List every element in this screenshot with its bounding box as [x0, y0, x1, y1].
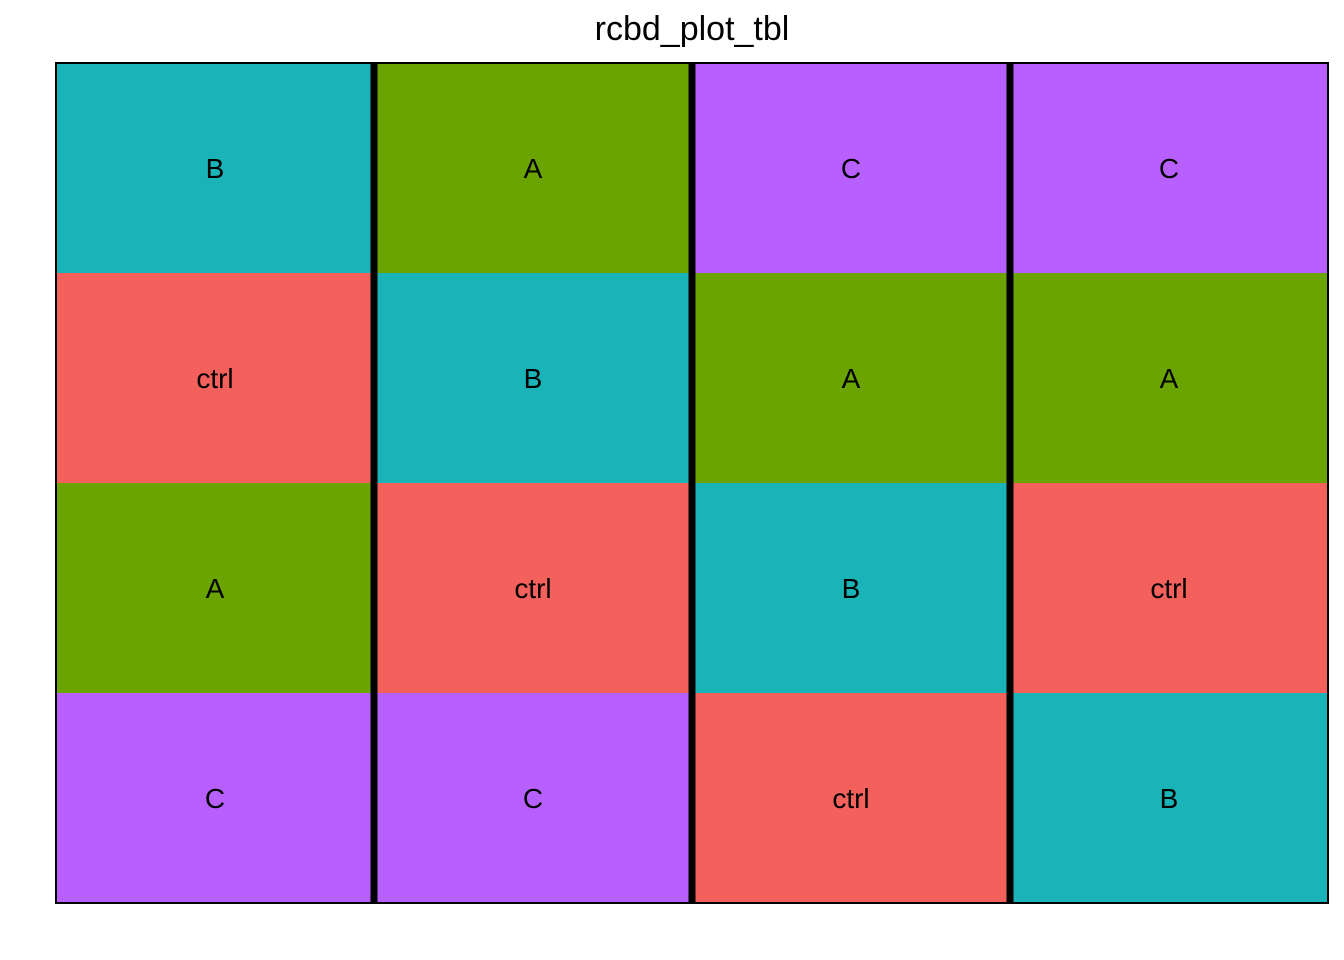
plot-cell-block3-row4	[692, 693, 1011, 904]
cell-label-block1-row4: C	[205, 783, 225, 814]
cell-label-block2-row4: C	[523, 783, 543, 814]
plot-cell-block4-row1	[1010, 63, 1329, 274]
plot-cell-block4-row4	[1010, 693, 1329, 904]
cell-label-block4-row1: C	[1159, 153, 1179, 184]
cell-label-block4-row4: B	[1160, 783, 1179, 814]
plot-cells	[56, 63, 1329, 904]
block-dividers	[55, 62, 1329, 904]
chart-title: rcbd_plot_tbl	[595, 10, 790, 48]
cell-label-block1-row1: B	[206, 153, 225, 184]
cell-label-block1-row2: ctrl	[196, 363, 233, 394]
plot-cell-block4-row3	[1010, 483, 1329, 694]
plot-cell-block2-row2	[374, 273, 693, 484]
plot-cell-block4-row2	[1010, 273, 1329, 484]
cell-label-block3-row1: C	[841, 153, 861, 184]
cell-label-block4-row2: A	[1160, 363, 1179, 394]
plot-cell-block3-row1	[692, 63, 1011, 274]
cell-label-block2-row1: A	[524, 153, 543, 184]
plot-cell-block1-row3	[56, 483, 375, 694]
plot-cell-block1-row1	[56, 63, 375, 274]
cell-label-block3-row2: A	[842, 363, 861, 394]
cell-label-block3-row3: B	[842, 573, 861, 604]
plot-cell-block3-row3	[692, 483, 1011, 694]
plot-cell-block2-row1	[374, 63, 693, 274]
plot-cell-block1-row4	[56, 693, 375, 904]
plot-cell-block1-row2	[56, 273, 375, 484]
cell-label-block2-row3: ctrl	[514, 573, 551, 604]
cell-label-block3-row4: ctrl	[832, 783, 869, 814]
plot-cell-block2-row3	[374, 483, 693, 694]
cell-label-block1-row3: A	[206, 573, 225, 604]
plot-cell-block3-row2	[692, 273, 1011, 484]
cell-label-block4-row3: ctrl	[1150, 573, 1187, 604]
plot-cell-block2-row4	[374, 693, 693, 904]
cell-label-block2-row2: B	[524, 363, 543, 394]
